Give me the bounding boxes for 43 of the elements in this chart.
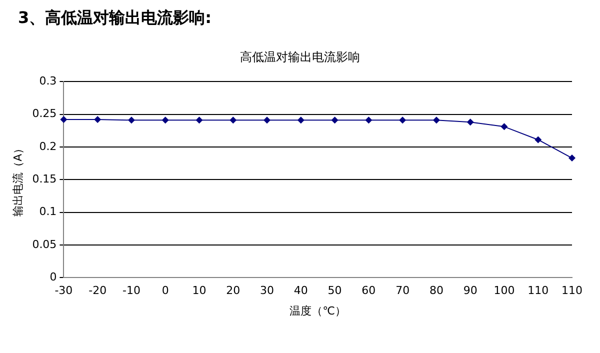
- x-tick-label: -30: [54, 284, 73, 298]
- x-tick-label: 90: [463, 284, 478, 298]
- x-tick-label: 50: [328, 284, 342, 298]
- y-tick-label: 0.05: [32, 238, 57, 251]
- point: [230, 116, 237, 124]
- point: [466, 118, 474, 126]
- point: [60, 116, 68, 123]
- chart-title: 3、高低温对输出电流影响:: [18, 8, 213, 29]
- point: [331, 116, 338, 124]
- x-tick-label: 80: [429, 284, 444, 298]
- point: [365, 116, 372, 124]
- y-tick-label: 0.15: [32, 172, 57, 186]
- x-tick-label: -20: [88, 284, 107, 298]
- point: [128, 116, 135, 124]
- x-tick-label: 30: [260, 284, 274, 298]
- x-axis-title: 温度（℃）: [290, 304, 346, 318]
- point: [568, 154, 576, 162]
- x-tick-label: 110: [528, 284, 549, 298]
- y-tick-label: 0.2: [39, 140, 57, 153]
- x-tick-label: 40: [294, 284, 308, 298]
- point: [399, 116, 406, 124]
- point: [297, 116, 304, 124]
- x-tick-label: 70: [396, 284, 410, 298]
- point: [500, 123, 508, 130]
- y-tick-label: 0.3: [39, 74, 57, 88]
- point: [534, 136, 542, 144]
- x-tick-label: 100: [494, 284, 515, 298]
- point: [196, 116, 203, 124]
- point: [264, 116, 271, 124]
- point: [162, 116, 169, 124]
- point: [94, 116, 102, 123]
- x-tick-label: 20: [226, 284, 240, 298]
- x-tick-label: 10: [192, 284, 206, 298]
- x-tick-label: 60: [362, 284, 376, 298]
- y-tick-label: 0.1: [39, 205, 57, 218]
- y-axis-title: 输出电流（A）: [11, 142, 24, 216]
- point: [432, 116, 440, 124]
- chart-subtitle: 高低温对输出电流影响: [239, 49, 361, 66]
- y-tick-label: 0: [50, 270, 57, 284]
- x-tick-label: 0: [162, 284, 169, 298]
- x-tick-label: -10: [122, 284, 140, 298]
- y-tick-label: 0.25: [32, 107, 57, 120]
- x-tick-label: 110: [562, 284, 582, 298]
